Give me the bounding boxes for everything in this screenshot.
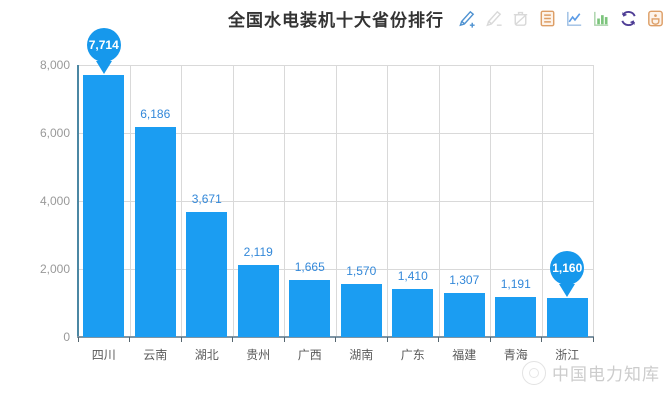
edit-add-icon[interactable]	[455, 7, 477, 29]
gridline-vertical	[232, 65, 234, 337]
y-axis-tick-label: 4,000	[39, 194, 70, 208]
x-axis-category-label: 广西	[297, 348, 322, 362]
pin-marker-tail	[559, 283, 576, 297]
gridline-vertical	[541, 65, 543, 337]
refresh-icon[interactable]	[617, 7, 639, 29]
bar-云南[interactable]	[134, 126, 176, 337]
bar-value-label: 3,671	[191, 192, 222, 207]
y-axis-tick-label: 0	[63, 330, 70, 344]
x-axis-tick	[77, 337, 79, 342]
line-chart-icon[interactable]	[563, 7, 585, 29]
y-axis-line	[77, 65, 79, 337]
gridline-vertical	[387, 65, 388, 337]
chart-title: 全国水电装机十大省份排行	[228, 11, 444, 30]
bar-四川[interactable]	[83, 74, 125, 337]
x-axis-tick	[541, 337, 542, 342]
x-axis-category-label: 湖南	[349, 348, 374, 362]
bar-湖北[interactable]	[186, 212, 228, 337]
bar-value-label: 6,186	[140, 106, 171, 121]
x-axis-category-label: 浙江	[555, 348, 580, 362]
x-axis-category-label: 贵州	[246, 348, 271, 362]
x-axis-tick	[335, 337, 336, 342]
x-axis-tick	[283, 337, 285, 342]
x-axis-category-label: 青海	[503, 348, 528, 362]
x-axis-tick	[386, 337, 388, 342]
x-axis-category-label: 云南	[143, 348, 168, 362]
bar-湖南[interactable]	[340, 283, 382, 337]
bar-广东[interactable]	[392, 289, 434, 337]
x-axis-tick	[592, 337, 594, 342]
bar-value-label: 1,665	[294, 260, 325, 275]
pin-marker-tail	[95, 60, 112, 74]
bar-value-label: 1,191	[500, 276, 531, 291]
x-axis-tick	[232, 337, 233, 342]
bar-青海[interactable]	[495, 296, 537, 337]
bar-广西[interactable]	[289, 280, 331, 337]
gridline-vertical	[438, 65, 440, 337]
bar-chart-icon[interactable]	[590, 7, 612, 29]
gridline-vertical	[335, 65, 337, 337]
watermark: 中国电力知库	[522, 360, 660, 385]
report-icon[interactable]	[536, 7, 558, 29]
bar-chart-plot: 0 2,000 4,000 6,000 8,000 7,714 四川 6,186 云南 3,671…	[40, 27, 594, 362]
gridline-vertical	[284, 65, 285, 337]
gridline-vertical	[593, 65, 594, 337]
x-axis-tick	[129, 337, 130, 342]
pin-marker-value[interactable]: 1,160	[550, 250, 585, 285]
edit-minus-icon[interactable]	[482, 7, 504, 29]
x-axis-tick	[180, 337, 182, 342]
bar-贵州[interactable]	[237, 264, 279, 337]
y-axis-tick-label: 6,000	[39, 126, 70, 140]
gridline-vertical	[129, 65, 131, 337]
x-axis-category-label: 广东	[400, 348, 425, 362]
bar-浙江[interactable]	[546, 297, 588, 337]
toolbar	[449, 7, 666, 29]
bar-福建[interactable]	[443, 292, 485, 337]
x-axis-category-label: 湖北	[194, 348, 219, 362]
bar-value-label: 1,307	[449, 272, 480, 287]
watermark-logo-icon	[522, 360, 546, 385]
y-axis-tick-label: 8,000	[39, 58, 70, 72]
x-axis-tick	[438, 337, 439, 342]
bar-value-label: 2,119	[243, 244, 273, 259]
x-axis-category-label: 福建	[452, 348, 477, 362]
pin-marker-value[interactable]: 7,714	[86, 27, 121, 62]
bar-value-label: 1,410	[397, 269, 428, 284]
bar-value-label: 1,570	[346, 263, 377, 278]
watermark-text: 中国电力知库	[552, 365, 660, 384]
y-axis-tick-label: 2,000	[39, 262, 70, 276]
gridline-vertical	[490, 65, 491, 337]
x-axis-category-label: 四川	[91, 348, 116, 362]
save-icon[interactable]	[644, 7, 666, 29]
delete-icon[interactable]	[509, 7, 531, 29]
gridline-vertical	[181, 65, 182, 337]
x-axis-tick	[489, 337, 491, 342]
